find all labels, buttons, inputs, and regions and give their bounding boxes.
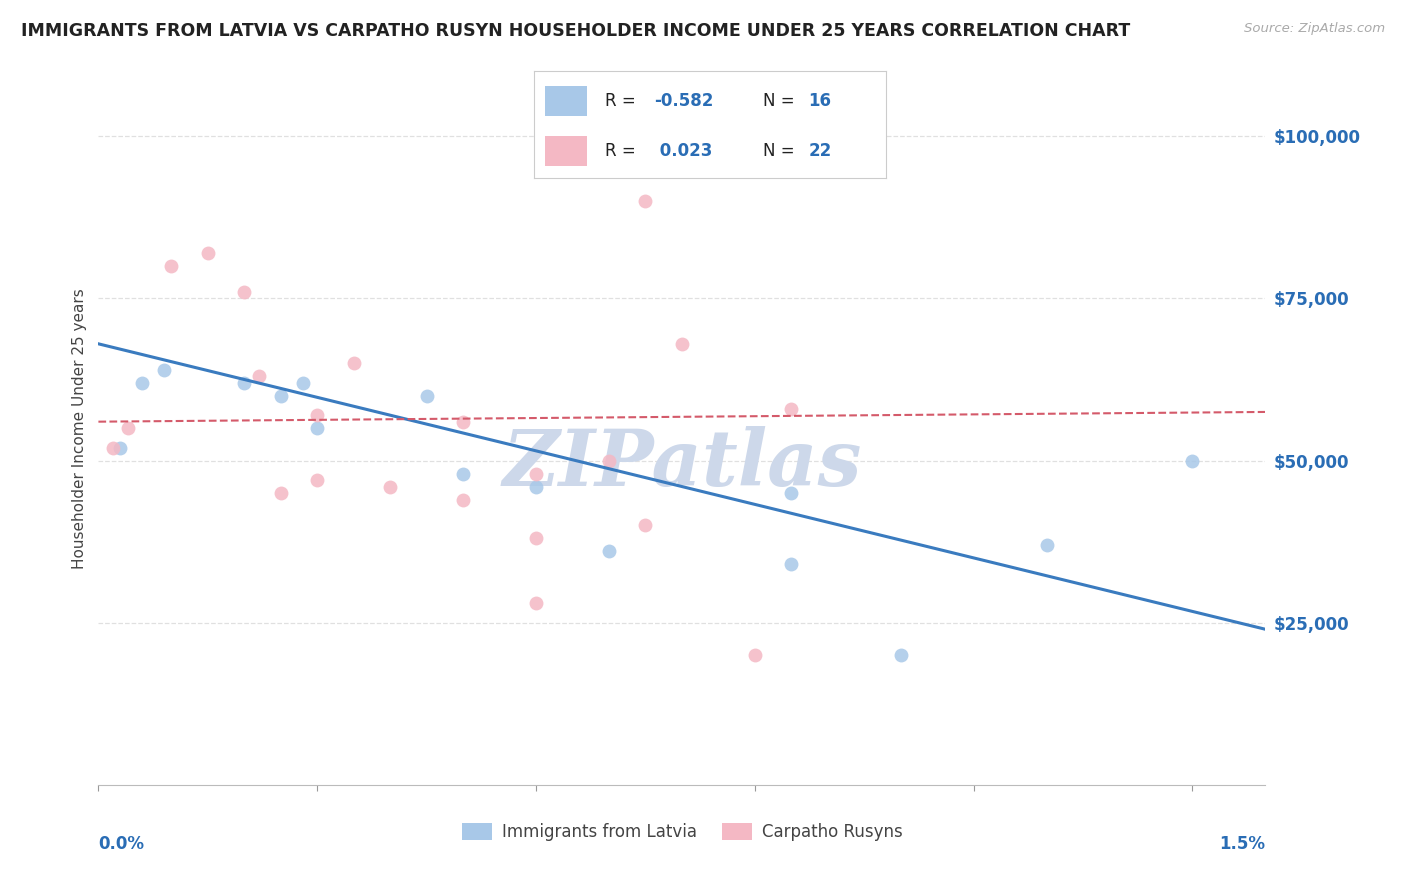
Text: N =: N =: [762, 93, 800, 111]
Point: [197, 246, 219, 260]
Point: [451, 415, 474, 429]
Point: [270, 389, 292, 403]
Point: [160, 259, 183, 273]
Point: [671, 336, 693, 351]
Point: [780, 558, 803, 572]
Text: R =: R =: [605, 142, 641, 160]
Point: [780, 401, 803, 416]
Point: [744, 648, 766, 663]
Point: [233, 285, 256, 299]
Point: [307, 408, 329, 422]
Point: [598, 453, 620, 467]
Point: [598, 544, 620, 558]
Point: [451, 492, 474, 507]
Text: 1.5%: 1.5%: [1219, 835, 1265, 853]
Point: [1035, 538, 1057, 552]
Point: [131, 376, 153, 390]
Text: 0.023: 0.023: [654, 142, 713, 160]
Point: [291, 376, 314, 390]
Text: N =: N =: [762, 142, 800, 160]
Point: [524, 479, 547, 493]
Point: [890, 648, 912, 663]
Point: [247, 369, 270, 384]
Point: [634, 518, 657, 533]
FancyBboxPatch shape: [544, 87, 588, 116]
Point: [233, 376, 256, 390]
Point: [780, 486, 803, 500]
Text: 16: 16: [808, 93, 831, 111]
Text: -0.582: -0.582: [654, 93, 713, 111]
Point: [634, 194, 657, 208]
Point: [153, 363, 176, 377]
Text: R =: R =: [605, 93, 641, 111]
Text: ZIPatlas: ZIPatlas: [502, 425, 862, 502]
Legend: Immigrants from Latvia, Carpatho Rusyns: Immigrants from Latvia, Carpatho Rusyns: [456, 816, 908, 848]
Text: 0.0%: 0.0%: [98, 835, 145, 853]
Text: IMMIGRANTS FROM LATVIA VS CARPATHO RUSYN HOUSEHOLDER INCOME UNDER 25 YEARS CORRE: IMMIGRANTS FROM LATVIA VS CARPATHO RUSYN…: [21, 22, 1130, 40]
Point: [307, 473, 329, 487]
Point: [524, 532, 547, 546]
Point: [270, 486, 292, 500]
Point: [1181, 453, 1204, 467]
Point: [380, 479, 402, 493]
FancyBboxPatch shape: [544, 136, 588, 166]
Point: [110, 441, 132, 455]
Point: [524, 467, 547, 481]
Y-axis label: Householder Income Under 25 years: Householder Income Under 25 years: [72, 288, 87, 568]
Text: 22: 22: [808, 142, 832, 160]
Point: [117, 421, 139, 435]
Point: [415, 389, 437, 403]
Point: [101, 441, 124, 455]
Point: [524, 596, 547, 610]
Text: Source: ZipAtlas.com: Source: ZipAtlas.com: [1244, 22, 1385, 36]
Point: [451, 467, 474, 481]
Point: [307, 421, 329, 435]
Point: [343, 356, 366, 370]
